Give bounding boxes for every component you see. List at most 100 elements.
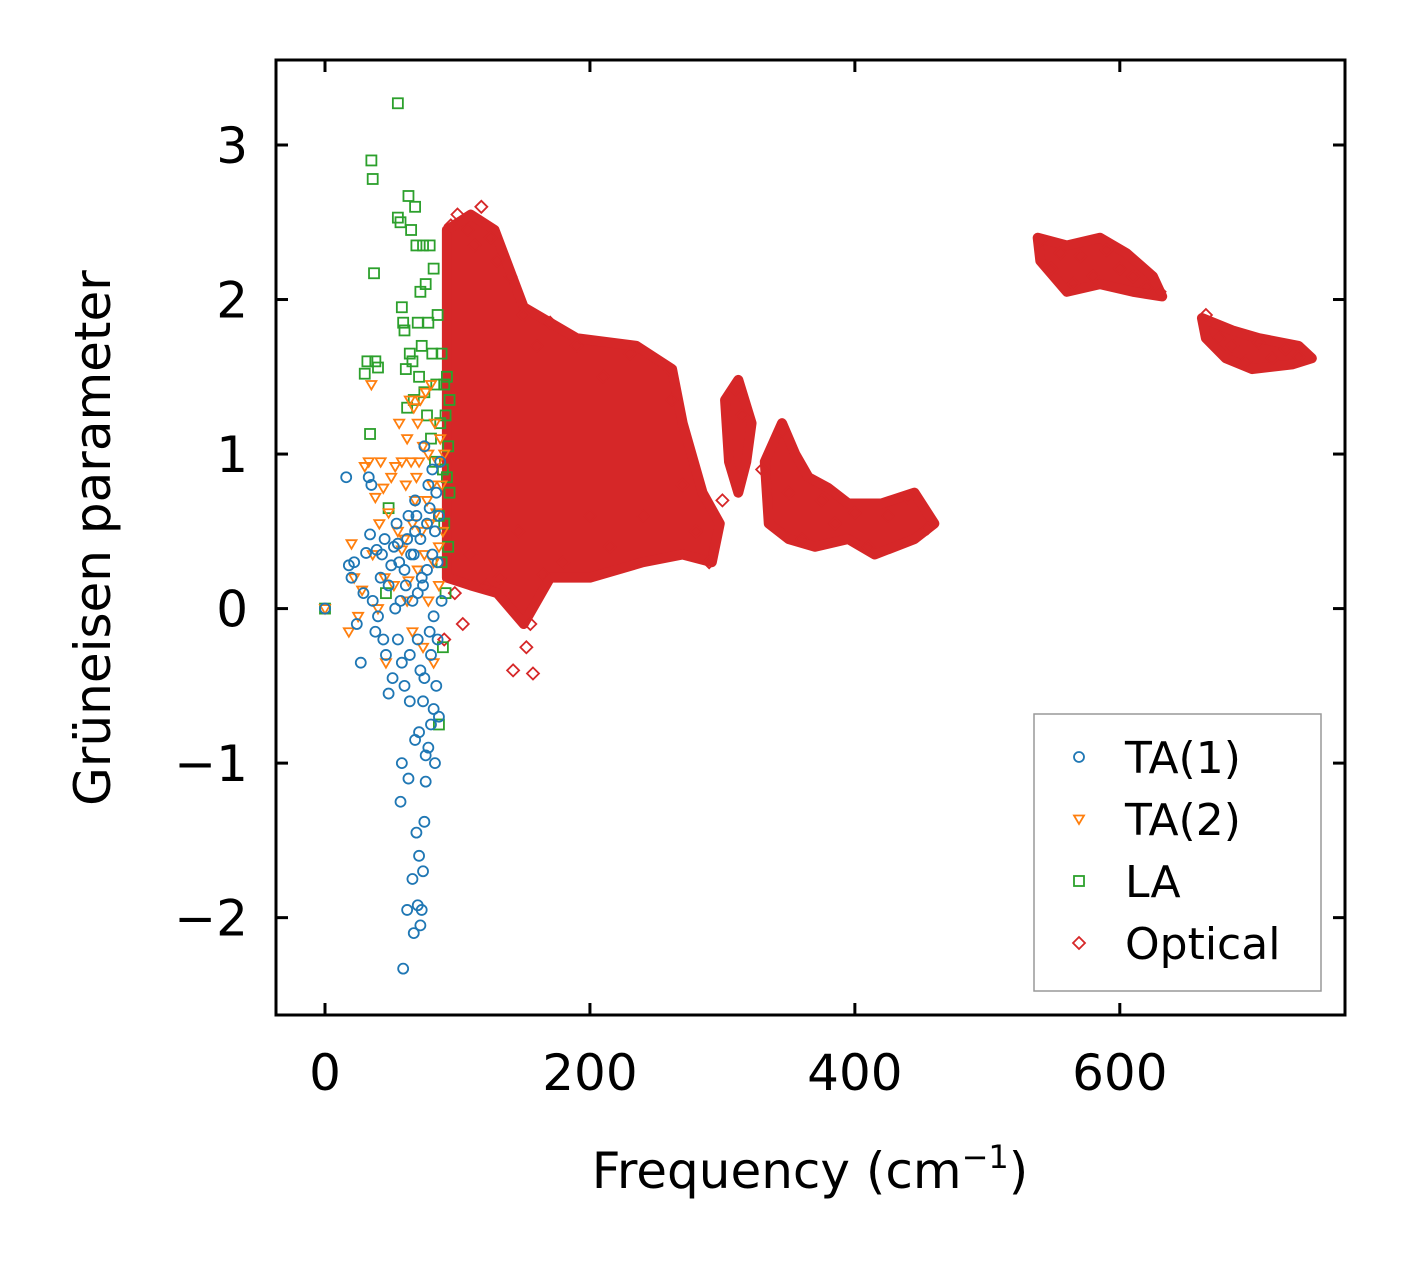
la-point (402, 190, 415, 202)
optical-point (436, 632, 452, 647)
ta-1-point (411, 587, 424, 600)
ta-1-point (374, 571, 387, 584)
ta-2-point (405, 627, 420, 639)
ta-1-point (340, 471, 353, 484)
x-tick-label: 0 (309, 1044, 341, 1102)
y-tick-label: −1 (174, 735, 248, 793)
ta-1-point (421, 517, 433, 530)
optical-point (701, 554, 717, 570)
ta-1-point (430, 486, 443, 499)
axis-tick-labels: 0 200 400 600 −2 −1 0 1 2 3 (174, 117, 1167, 1102)
ta-1-point (414, 533, 427, 545)
y-tick-label: 1 (216, 426, 248, 484)
ta-2-point (368, 492, 382, 505)
ta-1-point (350, 618, 363, 630)
optical-point (1238, 354, 1253, 369)
ta-2-point (411, 418, 425, 430)
la-point (443, 394, 456, 406)
ta-2-point (411, 565, 425, 577)
optical-point (1291, 349, 1306, 364)
optical-point (1033, 233, 1048, 249)
y-axis-title: Grüneisen parameter (64, 270, 122, 806)
ta-1-point (397, 962, 410, 975)
ta-1-point (402, 509, 415, 522)
ta-2-point (401, 576, 416, 588)
ta-2-point (399, 480, 413, 492)
la-point (431, 309, 444, 321)
ta-1-point (419, 749, 432, 762)
la-point (358, 367, 371, 380)
optical-point (622, 346, 637, 361)
optical-point (569, 338, 584, 354)
la-point (442, 540, 455, 553)
ta-1-point (425, 649, 437, 661)
x-axis-title: Frequency (cm−1) (592, 1138, 1029, 1200)
optical-point (1211, 330, 1227, 346)
ta-2-point (432, 581, 446, 593)
ta-1-point (433, 710, 445, 723)
axis-ticks (276, 60, 1345, 1015)
la-point (437, 641, 449, 654)
la-point (435, 347, 448, 360)
y-tick-label: −2 (174, 890, 248, 948)
la-point (372, 361, 384, 374)
ta-1-point (385, 559, 398, 572)
ta-1-point (354, 656, 367, 669)
la-point (365, 154, 378, 167)
ta-1-point (382, 579, 395, 592)
ta-1-point (410, 826, 423, 839)
ta-2-point (382, 508, 396, 520)
ta-1-point (435, 594, 448, 607)
ta-2-point (318, 604, 332, 616)
optical-point-cloud (441, 209, 725, 630)
ta-1-point (366, 594, 379, 607)
optical-point (688, 524, 704, 539)
ta-1-point (401, 533, 414, 545)
la-point (364, 428, 376, 440)
optical-point (1052, 245, 1068, 261)
ta-2-point (437, 449, 451, 461)
ta-1-point (406, 594, 419, 607)
ta-1-point (401, 904, 414, 916)
ta-2-point (407, 403, 421, 415)
optical-point (728, 381, 743, 397)
optical-point (516, 307, 531, 323)
optical-point (1086, 269, 1101, 284)
ta-2-point (435, 480, 449, 492)
optical-point (511, 524, 526, 539)
optical-point (920, 520, 936, 536)
la-point (380, 587, 392, 600)
ta-1-point (395, 656, 408, 669)
optical-point (519, 639, 534, 655)
ta-1-point (431, 633, 444, 646)
la-point (417, 239, 429, 252)
la-point (395, 301, 408, 314)
optical-point (525, 666, 541, 681)
la-point (368, 267, 380, 280)
optical-point (529, 338, 545, 354)
ta-1-point (426, 463, 439, 476)
ta-1-point (422, 479, 435, 491)
optical-point (450, 207, 465, 222)
ta-1-point (418, 815, 431, 828)
la-point (398, 324, 411, 337)
ta-2-point (392, 418, 406, 430)
la-point (361, 355, 374, 368)
ta-2-point (421, 596, 435, 608)
optical-point (505, 663, 521, 678)
optical-point (1072, 248, 1088, 264)
ta-2-point (384, 472, 398, 485)
la-point (366, 173, 379, 185)
ta-1-point (394, 795, 407, 808)
ta-1-point (390, 517, 403, 530)
la-point (403, 347, 416, 360)
ta-1-point (372, 610, 384, 623)
optical-point (556, 554, 571, 570)
la-point (406, 355, 419, 368)
ta-1-point (417, 579, 429, 592)
optical-point (582, 508, 598, 524)
ta-1-point (423, 625, 436, 638)
legend-label-optical: Optical (1125, 919, 1280, 970)
ta-1-point (413, 726, 425, 739)
x-tick-label: 400 (807, 1044, 902, 1102)
